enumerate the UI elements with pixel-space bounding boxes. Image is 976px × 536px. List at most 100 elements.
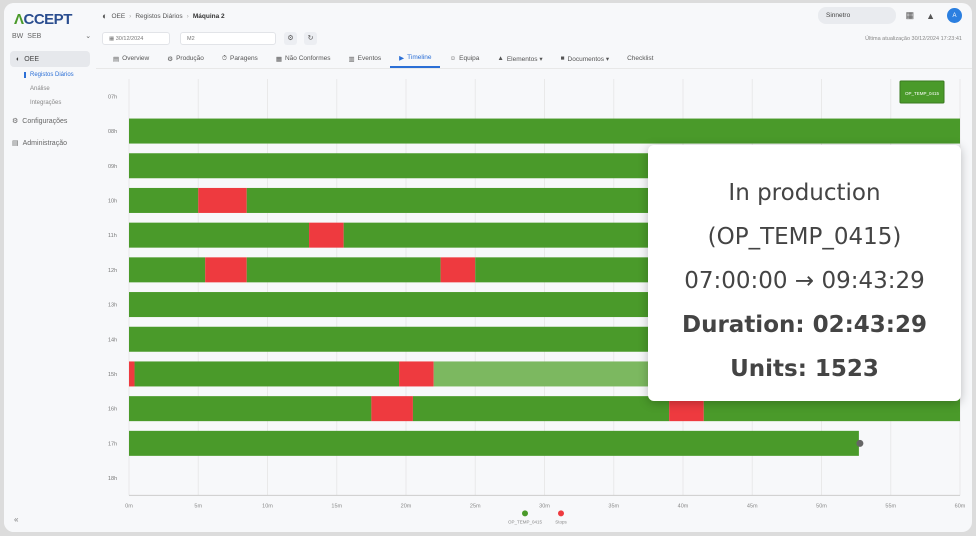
x-tick-label: 60m <box>955 503 966 509</box>
tab-bar: ▤ Overview ⚙ Produção ⏱ Paragens ▦ Não Conforme… <box>96 49 972 69</box>
timeline-segment-production <box>129 396 372 422</box>
app-window: ΛCCEPT BW SEB ⌄ ◐ OEE Registos Diários A… <box>4 3 972 532</box>
x-tick-label: 40m <box>678 503 689 509</box>
tab-label: Overview <box>122 55 150 62</box>
row-label: 14h <box>108 337 117 343</box>
timeline-segment-production <box>246 257 441 283</box>
settings-button[interactable]: ⚙ <box>284 32 297 45</box>
breadcrumb-item[interactable]: Registos Diários <box>135 12 183 20</box>
row-label: 13h <box>108 303 117 309</box>
x-tick-label: 55m <box>885 503 896 509</box>
breadcrumb: ◐ OEE › Registos Diários › Máquina 2 <box>102 11 225 21</box>
search-input[interactable]: Sinnetro <box>818 7 896 24</box>
legend-label: OP_TEMP_0415 <box>508 519 543 524</box>
sidebar-subitem-analise[interactable]: Análise <box>30 86 50 92</box>
tab-label: Documentos ▾ <box>567 55 610 63</box>
sidebar-subitem-integracoes[interactable]: Integrações <box>30 100 62 106</box>
legend-label: Stops <box>555 519 567 524</box>
row-label: 15h <box>108 372 117 378</box>
tab-1[interactable]: ⚙ Produção <box>158 49 213 68</box>
tab-5[interactable]: ▶ Timeline <box>390 49 441 68</box>
gauge-icon: ◐ <box>102 11 108 21</box>
refresh-button[interactable]: ↻ <box>304 32 317 45</box>
tab-icon: ▥ <box>348 55 355 63</box>
tab-label: Elementos ▾ <box>506 55 543 63</box>
tab-9[interactable]: Checklist <box>618 49 662 68</box>
x-tick-label: 20m <box>401 503 412 509</box>
x-tick-label: 50m <box>816 503 827 509</box>
date-value: 30/12/2024 <box>115 36 144 42</box>
x-tick-label: 30m <box>539 503 550 509</box>
machine-field[interactable]: M2 <box>180 32 276 45</box>
sidebar-item-label: Administração <box>22 139 67 147</box>
tab-label: Produção <box>176 55 204 62</box>
tab-label: Não Conformes <box>284 55 331 62</box>
sidebar-item-label: OEE <box>24 55 40 63</box>
avatar[interactable]: A <box>947 8 962 23</box>
row-label: 16h <box>108 407 117 413</box>
row-label: 11h <box>108 233 117 239</box>
breadcrumb-current: Máquina 2 <box>192 12 225 20</box>
timeline-segment-production <box>134 361 400 387</box>
sidebar-item-configuracoes[interactable]: ⚙ Configurações <box>12 117 67 126</box>
plant-label: BW <box>12 32 24 40</box>
tooltip-title: In production <box>728 180 881 206</box>
tooltip-duration: Duration: 02:43:29 <box>681 312 927 338</box>
tab-icon: ▤ <box>113 55 120 63</box>
calendar-icon[interactable]: ▦ <box>905 10 915 20</box>
tooltip: In production (OP_TEMP_0415) 07:00:00 → … <box>648 145 961 401</box>
x-tick-label: 5m <box>194 503 202 509</box>
legend-dot <box>522 510 528 517</box>
tab-label: Eventos <box>357 55 382 62</box>
sidebar-item-administracao[interactable]: ▤ Administração <box>12 139 67 148</box>
tab-icon: ▦ <box>275 55 282 63</box>
breadcrumb-separator: › <box>129 12 132 20</box>
x-tick-label: 0m <box>125 503 133 509</box>
tab-label: Checklist <box>627 55 654 62</box>
tooltip-op: (OP_TEMP_0415) <box>707 224 902 250</box>
tab-2[interactable]: ⏱ Paragens <box>213 49 267 68</box>
tab-6[interactable]: ☺ Equipa <box>440 49 488 68</box>
timeline-segment-production <box>129 222 310 248</box>
filter-bar: ▦ 30/12/2024 M2 ⚙ ↻ Última atualização 3… <box>96 30 972 48</box>
last-updated: Última atualização 30/12/2024 17:23:41 <box>865 36 962 42</box>
row-label: 07h <box>108 94 117 100</box>
collapse-sidebar-icon[interactable]: « <box>14 515 19 524</box>
timeline-segment-stop <box>198 187 247 213</box>
sidebar-subitem-registos[interactable]: Registos Diários <box>24 72 74 78</box>
logo: ΛCCEPT <box>14 11 72 28</box>
tab-0[interactable]: ▤ Overview <box>104 49 158 68</box>
gear-icon: ⚙ <box>12 118 19 125</box>
row-label: 10h <box>108 198 117 204</box>
tab-3[interactable]: ▦ Não Conformes <box>267 49 340 68</box>
tab-label: Paragens <box>229 55 258 62</box>
current-time-marker <box>856 439 864 447</box>
row-label: 09h <box>108 164 117 170</box>
timeline-segment-stop <box>205 257 247 283</box>
chevron-down-icon: ⌄ <box>85 33 92 40</box>
row-label: 12h <box>108 268 117 274</box>
timeline-segment-stop <box>129 361 135 387</box>
x-tick-label: 10m <box>262 503 273 509</box>
plant-selector[interactable]: BW SEB ⌄ <box>12 32 92 41</box>
tab-4[interactable]: ▥ Eventos <box>340 49 391 68</box>
x-tick-label: 25m <box>470 503 481 509</box>
alert-icon[interactable]: ▲ <box>926 10 935 21</box>
tab-icon: ☺ <box>449 55 457 62</box>
tab-icon: ▶ <box>399 54 405 62</box>
tab-8[interactable]: ■ Documentos ▾ <box>552 49 619 68</box>
timeline-segment-production <box>129 118 960 144</box>
row-label: 18h <box>108 476 117 482</box>
legend-dot <box>558 510 564 517</box>
breadcrumb-item[interactable]: OEE <box>111 12 126 20</box>
tab-label: Timeline <box>407 54 432 61</box>
row-label: 08h <box>108 129 117 135</box>
date-field[interactable]: ▦ 30/12/2024 <box>102 32 170 45</box>
topbar: ◐ OEE › Registos Diários › Máquina 2 Sin… <box>96 3 972 29</box>
plant-value: SEB <box>27 32 42 40</box>
sidebar-item-oee[interactable]: ◐ OEE <box>10 51 90 67</box>
timeline-segment-production <box>129 187 199 213</box>
tab-icon: ▲ <box>497 55 504 62</box>
tab-7[interactable]: ▲ Elementos ▾ <box>488 49 551 68</box>
op-badge <box>899 80 945 104</box>
